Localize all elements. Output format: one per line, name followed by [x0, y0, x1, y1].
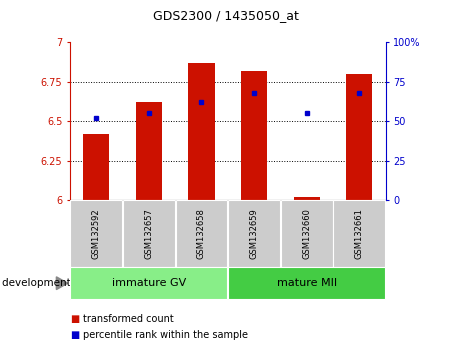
Text: development stage: development stage	[2, 278, 103, 288]
Text: GSM132660: GSM132660	[302, 208, 311, 259]
Text: GSM132658: GSM132658	[197, 208, 206, 259]
Polygon shape	[56, 277, 68, 290]
Text: immature GV: immature GV	[112, 278, 186, 288]
Text: ■: ■	[70, 330, 79, 339]
Text: GDS2300 / 1435050_at: GDS2300 / 1435050_at	[152, 10, 299, 22]
Bar	[294, 197, 320, 200]
Text: GSM132592: GSM132592	[92, 208, 101, 259]
Bar	[346, 74, 373, 200]
Bar	[136, 102, 162, 200]
Text: GSM132661: GSM132661	[355, 208, 364, 259]
Text: ■: ■	[70, 314, 79, 324]
Bar	[241, 71, 267, 200]
Text: GSM132659: GSM132659	[249, 208, 258, 259]
Bar	[83, 134, 110, 200]
Text: percentile rank within the sample: percentile rank within the sample	[83, 330, 249, 339]
Text: transformed count: transformed count	[83, 314, 174, 324]
Bar	[189, 63, 215, 200]
Text: GSM132657: GSM132657	[144, 208, 153, 259]
Text: mature MII: mature MII	[276, 278, 337, 288]
